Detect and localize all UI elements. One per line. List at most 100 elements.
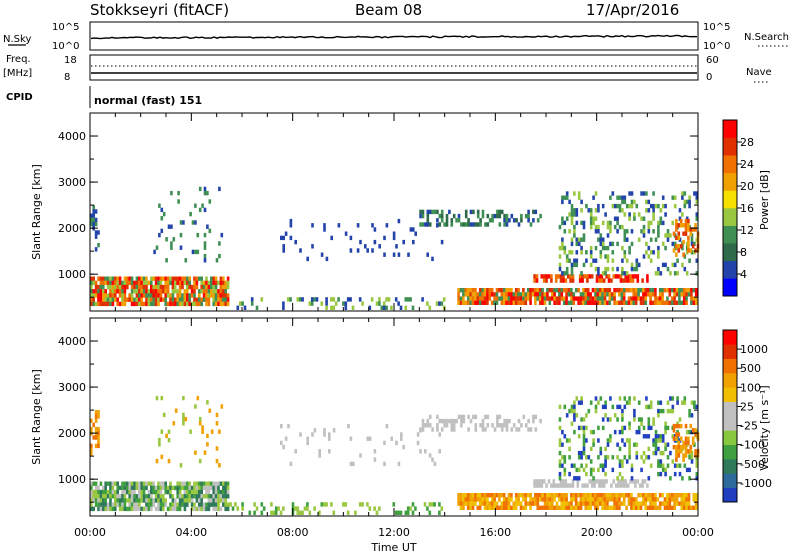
heatmap-cell bbox=[601, 417, 605, 422]
heatmap-cell bbox=[630, 493, 633, 498]
heatmap-cell bbox=[121, 489, 124, 495]
heatmap-cell bbox=[685, 493, 688, 498]
heatmap-cell bbox=[490, 292, 494, 297]
heatmap-cell bbox=[657, 413, 660, 418]
heatmap-cell bbox=[618, 224, 622, 230]
heatmap-cell bbox=[130, 498, 134, 503]
heatmap-cell bbox=[436, 427, 439, 432]
heatmap-cell bbox=[460, 414, 463, 420]
heatmap-cell bbox=[104, 502, 107, 507]
heatmap-cell bbox=[241, 301, 244, 306]
heatmap-cell bbox=[670, 505, 674, 510]
heatmap-cell bbox=[564, 278, 568, 283]
heatmap-cell bbox=[158, 232, 161, 238]
heatmap-cell bbox=[215, 446, 219, 451]
heatmap-cell bbox=[694, 497, 698, 502]
heatmap-cell bbox=[164, 280, 167, 286]
heatmap-cell bbox=[579, 300, 583, 305]
heatmap-cell bbox=[611, 455, 615, 460]
heatmap-cell bbox=[656, 497, 660, 502]
heatmap-cell bbox=[647, 455, 651, 460]
heatmap-cell bbox=[152, 284, 155, 290]
heatmap-cell bbox=[678, 501, 681, 506]
heatmap-cell bbox=[250, 297, 254, 302]
heatmap-cell bbox=[562, 505, 566, 510]
heatmap-cell bbox=[625, 229, 629, 234]
heatmap-cell bbox=[102, 289, 105, 294]
heatmap-cell bbox=[128, 280, 131, 286]
heatmap-cell bbox=[130, 293, 134, 298]
heatmap-cell bbox=[567, 288, 571, 293]
heatmap-cell bbox=[512, 423, 516, 428]
colorbar-tick-label: -1000 bbox=[740, 477, 772, 490]
heatmap-cell bbox=[672, 436, 676, 441]
heatmap-cell bbox=[186, 485, 189, 491]
heatmap-cell bbox=[104, 485, 107, 491]
heatmap-cell bbox=[190, 489, 194, 495]
heatmap-cell bbox=[493, 300, 496, 305]
heatmap-cell bbox=[628, 421, 631, 426]
heatmap-cell bbox=[121, 494, 124, 499]
heatmap-cell bbox=[634, 497, 638, 502]
heatmap-cell bbox=[558, 266, 562, 272]
heatmap-cell bbox=[563, 195, 567, 200]
heatmap-cell bbox=[183, 297, 187, 302]
heatmap-cell bbox=[613, 497, 616, 502]
heatmap-cell bbox=[689, 231, 693, 236]
heatmap-cell bbox=[440, 213, 444, 219]
heatmap-cell bbox=[382, 301, 386, 306]
heatmap-cell bbox=[505, 213, 509, 219]
heatmap-cell bbox=[644, 292, 648, 297]
heatmap-cell bbox=[484, 427, 487, 432]
heatmap-cell bbox=[186, 489, 189, 495]
heatmap-cell bbox=[145, 276, 148, 281]
heatmap-cell bbox=[140, 297, 143, 302]
heatmap-cell bbox=[371, 223, 374, 228]
heatmap-cell bbox=[675, 501, 679, 506]
heatmap-cell bbox=[92, 297, 95, 302]
heatmap-cell bbox=[670, 497, 674, 502]
heatmap-cell bbox=[603, 296, 607, 301]
heatmap-cell bbox=[649, 493, 652, 498]
heatmap-cell bbox=[486, 213, 490, 219]
heatmap-cell bbox=[613, 493, 616, 498]
heatmap-cell bbox=[291, 502, 295, 507]
heatmap-cell bbox=[436, 209, 439, 215]
heatmap-cell bbox=[584, 493, 588, 498]
heatmap-cell bbox=[152, 485, 155, 491]
heatmap-cell bbox=[133, 485, 136, 491]
heatmap-cell bbox=[637, 262, 641, 268]
heatmap-cell bbox=[478, 497, 482, 502]
colorbar-swatch bbox=[723, 401, 737, 417]
heatmap-cell bbox=[142, 494, 146, 499]
heatmap-cell bbox=[421, 222, 425, 227]
heatmap-cell bbox=[621, 258, 624, 263]
heatmap-cell bbox=[688, 455, 691, 460]
heatmap-cell bbox=[522, 292, 525, 297]
heatmap-cell bbox=[664, 203, 667, 209]
heatmap-cell bbox=[106, 502, 110, 507]
heatmap-cell bbox=[573, 258, 576, 263]
heatmap-cell bbox=[529, 501, 532, 506]
heatmap-cell bbox=[471, 501, 475, 506]
heatmap-cell bbox=[637, 501, 640, 506]
heatmap-cell bbox=[567, 292, 571, 297]
heatmap-cell bbox=[140, 276, 143, 281]
heatmap-cell bbox=[666, 300, 669, 305]
heatmap-cell bbox=[493, 292, 496, 297]
heatmap-cell bbox=[378, 297, 381, 302]
heatmap-cell bbox=[182, 412, 185, 418]
heatmap-cell bbox=[126, 297, 129, 302]
heatmap-cell bbox=[212, 297, 215, 302]
heatmap-cell bbox=[111, 276, 115, 281]
heatmap-cell bbox=[606, 442, 610, 447]
heatmap-cell bbox=[462, 418, 466, 424]
heatmap-cell bbox=[575, 258, 579, 263]
heatmap-cell bbox=[558, 262, 562, 268]
heatmap-cell bbox=[584, 296, 588, 301]
heatmap-cell bbox=[692, 497, 696, 502]
heatmap-cell bbox=[130, 297, 134, 302]
heatmap-cell bbox=[542, 278, 546, 283]
heatmap-cell bbox=[342, 301, 345, 306]
